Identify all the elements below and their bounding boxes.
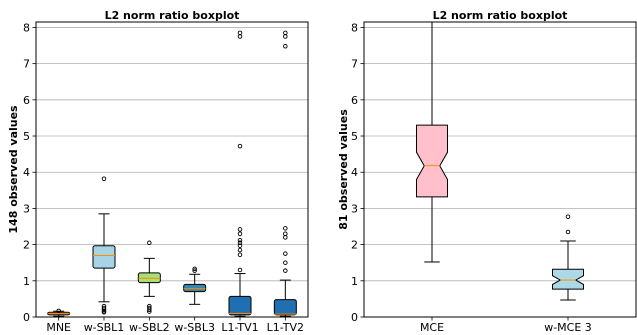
outlier-point xyxy=(101,176,107,181)
y-tick-label: 3 xyxy=(23,202,30,215)
outlier-point xyxy=(283,268,288,273)
box-body xyxy=(183,283,207,293)
x-tick-label: L1-TV1 xyxy=(221,321,258,334)
y-tick-label: 2 xyxy=(351,239,358,252)
outlier-point xyxy=(283,226,288,231)
y-tick-label: 1 xyxy=(23,275,30,288)
chart-title: L2 norm ratio boxplot xyxy=(433,9,568,22)
box-body xyxy=(552,268,584,290)
outlier-point xyxy=(283,235,288,240)
outlier-point xyxy=(237,247,243,253)
outlier-point xyxy=(237,227,243,232)
box-w-sbl3 xyxy=(183,266,207,305)
outlier-point xyxy=(237,231,243,236)
x-tick-label: w-SBL3 xyxy=(174,321,215,334)
chart-title: L2 norm ratio boxplot xyxy=(105,9,240,22)
box-body xyxy=(228,295,252,316)
y-tick-label: 8 xyxy=(351,21,358,34)
outlier-point xyxy=(237,30,243,36)
outlier-point xyxy=(192,268,197,273)
y-tick-label: 0 xyxy=(351,311,358,324)
y-tick-label: 7 xyxy=(23,58,30,71)
outlier-point xyxy=(283,44,288,49)
box-body xyxy=(416,124,448,198)
axes-frame xyxy=(35,21,309,318)
y-tick-label: 2 xyxy=(23,239,30,252)
outlier-point xyxy=(56,308,61,314)
x-tick-label: MCE xyxy=(420,321,444,334)
axes-frame xyxy=(363,21,637,318)
outlier-point xyxy=(237,143,243,149)
box-body xyxy=(273,299,297,316)
y-tick-label: 4 xyxy=(23,166,30,179)
outlier-point xyxy=(283,34,288,39)
y-tick-label: 7 xyxy=(351,58,358,71)
y-axis-label: 81 observed values xyxy=(337,109,350,230)
y-tick-label: 1 xyxy=(351,275,358,288)
y-tick-label: 8 xyxy=(23,21,30,34)
outlier-point xyxy=(565,214,571,219)
outlier-point xyxy=(192,266,197,272)
x-tick-label: w-SBL1 xyxy=(84,321,125,334)
y-tick-label: 0 xyxy=(23,311,30,324)
box-body xyxy=(137,272,161,284)
box-w-mce-3 xyxy=(552,214,584,301)
box-mce xyxy=(416,21,448,263)
chart-panel-2: L2 norm ratio boxplot 81 observed values 0… xyxy=(337,9,637,334)
outlier-point xyxy=(283,231,288,236)
outlier-point xyxy=(237,240,243,246)
y-tick-label: 5 xyxy=(351,130,358,143)
box-mne xyxy=(47,308,71,317)
y-tick-label: 6 xyxy=(351,94,358,107)
box-w-sbl1 xyxy=(92,176,116,315)
x-tick-label: MNE xyxy=(46,321,71,334)
outlier-point xyxy=(147,240,152,246)
y-tick-label: 3 xyxy=(351,202,358,215)
y-tick-label: 4 xyxy=(351,166,358,179)
outlier-point xyxy=(237,267,243,273)
outlier-point xyxy=(565,229,571,235)
x-tick-label: w-SBL2 xyxy=(129,321,170,334)
outlier-point xyxy=(237,243,243,248)
box-body xyxy=(92,245,116,269)
outlier-point xyxy=(283,30,288,36)
box-w-sbl2 xyxy=(137,240,161,314)
x-tick-label: w-MCE 3 xyxy=(544,321,592,334)
outlier-point xyxy=(237,34,243,39)
outlier-point xyxy=(237,252,243,257)
outlier-point xyxy=(237,238,243,243)
outlier-point xyxy=(283,251,288,256)
outlier-point xyxy=(147,309,152,314)
chart-panel-1: L2 norm ratio boxplot 148 observed values… xyxy=(7,9,309,334)
x-tick-label: L1-TV2 xyxy=(267,321,304,334)
box-l1-tv1 xyxy=(228,30,252,317)
y-axis-label: 148 observed values xyxy=(7,105,20,234)
box-l1-tv2 xyxy=(273,30,297,317)
outlier-point xyxy=(101,307,107,313)
outlier-point xyxy=(147,307,152,313)
outlier-point xyxy=(101,310,107,315)
outlier-point xyxy=(283,260,288,265)
y-tick-label: 6 xyxy=(23,94,30,107)
y-tick-label: 5 xyxy=(23,130,30,143)
